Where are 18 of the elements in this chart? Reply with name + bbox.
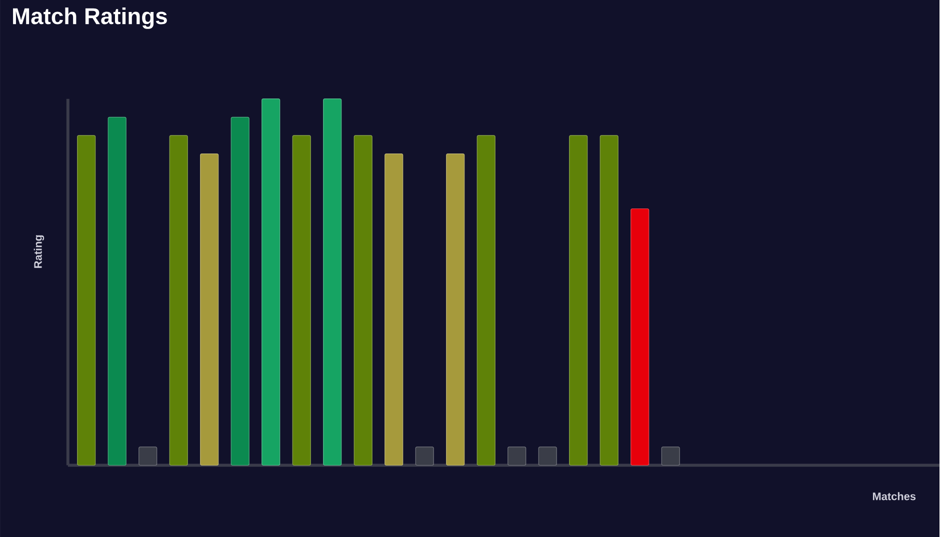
y-axis-title: Rating xyxy=(34,235,44,268)
bar xyxy=(569,135,588,466)
text: Matches xyxy=(872,492,916,500)
bar xyxy=(446,153,465,466)
chart-title: Match Ratings xyxy=(13,7,167,29)
bar xyxy=(476,135,496,466)
bar xyxy=(108,116,126,466)
bar xyxy=(169,135,188,466)
bar xyxy=(384,153,404,466)
bar xyxy=(630,208,650,466)
bar xyxy=(323,98,342,466)
bar xyxy=(292,135,311,466)
bar xyxy=(354,135,372,466)
bar xyxy=(77,135,96,466)
bar xyxy=(600,135,618,466)
bar xyxy=(230,116,250,466)
bar xyxy=(200,153,219,466)
bar xyxy=(262,98,280,466)
